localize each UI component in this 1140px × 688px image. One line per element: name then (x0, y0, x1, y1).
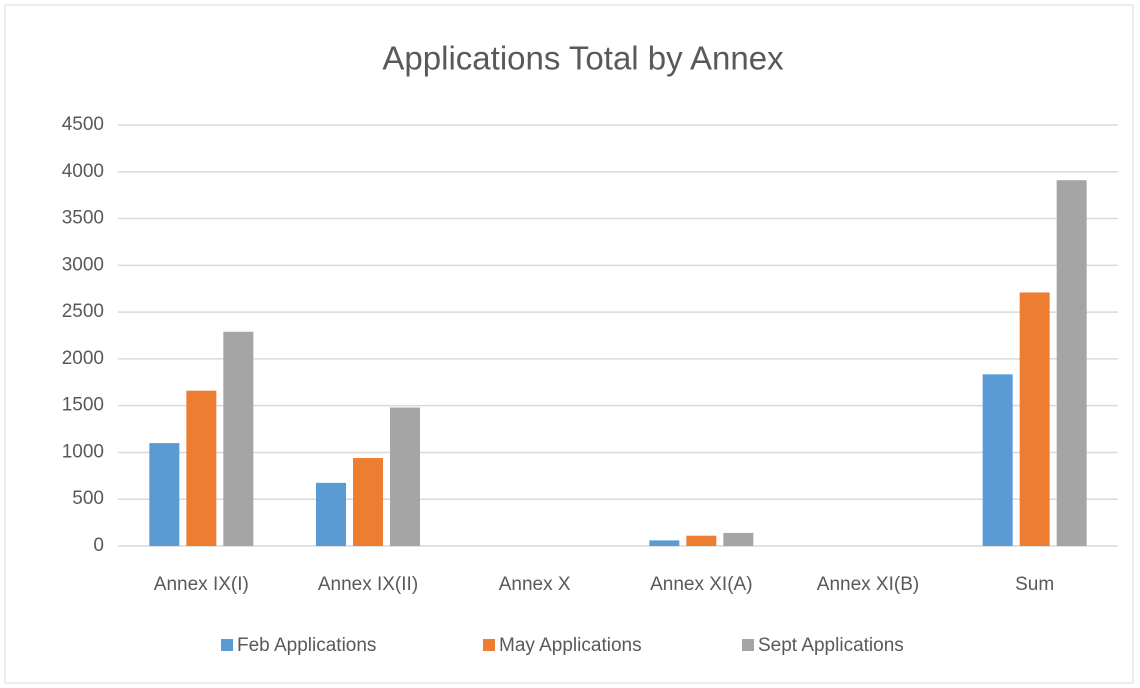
x-tick-label: Annex XI(B) (817, 574, 919, 595)
bar (223, 331, 254, 546)
legend-swatch (221, 639, 233, 651)
bar (353, 458, 383, 546)
y-tick-label: 3500 (62, 208, 104, 229)
y-tick-label: 4500 (62, 114, 104, 135)
bar (649, 540, 680, 546)
bar (390, 407, 420, 546)
x-tick-label: Annex IX(II) (318, 574, 418, 595)
bar (149, 443, 180, 546)
bar (1056, 180, 1087, 546)
chart-title: Applications Total by Annex (382, 40, 784, 77)
legend-label: Feb Applications (237, 635, 376, 656)
legend-label: Sept Applications (758, 635, 904, 656)
legend-swatch (483, 639, 495, 651)
bar (1019, 292, 1050, 546)
legend-swatch (742, 639, 754, 651)
bar (186, 390, 217, 546)
y-tick-label: 0 (93, 535, 104, 556)
y-tick-label: 3000 (62, 254, 104, 275)
chart-border (4, 4, 1134, 684)
y-tick-label: 2500 (62, 301, 104, 322)
y-tick-label: 500 (72, 488, 104, 509)
bar (316, 482, 346, 546)
bar (723, 532, 754, 546)
x-tick-label: Annex X (499, 574, 571, 595)
y-tick-label: 4000 (62, 161, 104, 182)
x-tick-label: Sum (1015, 574, 1054, 595)
y-tick-label: 2000 (62, 348, 104, 369)
x-tick-label: Annex IX(I) (154, 574, 249, 595)
bar (686, 535, 717, 546)
bar (982, 374, 1013, 546)
y-tick-label: 1500 (62, 395, 104, 416)
x-tick-label: Annex XI(A) (650, 574, 752, 595)
y-tick-label: 1000 (62, 441, 104, 462)
legend-label: May Applications (499, 635, 642, 656)
